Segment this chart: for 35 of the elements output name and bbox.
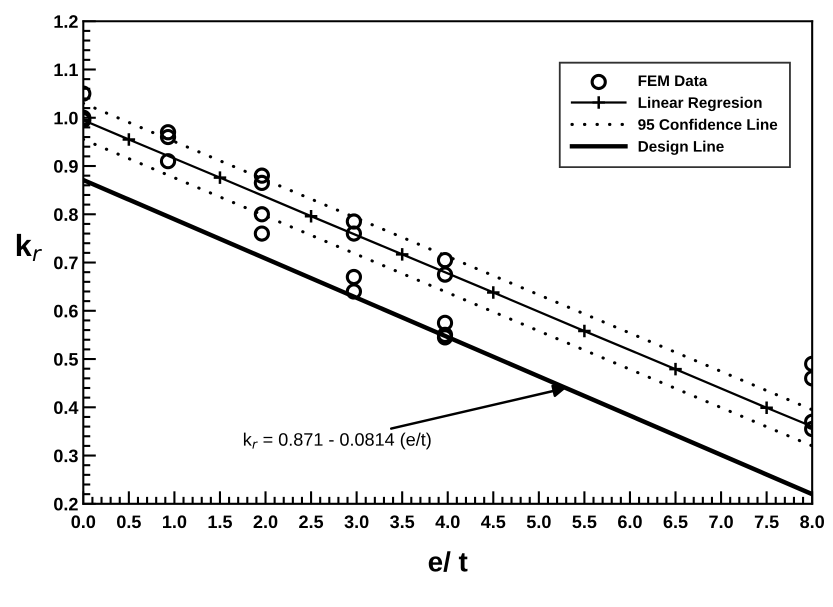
x-axis-title: e/ t [428, 551, 468, 572]
y-tick-label: 0.7 [54, 256, 78, 270]
y-tick-label: 1.0 [54, 112, 78, 124]
y-tick-label: 0.6 [54, 304, 78, 318]
legend-label: FEM Data [638, 75, 708, 86]
y-tick-label: 1.1 [54, 64, 78, 76]
y-tick-label: 0.4 [54, 401, 78, 414]
x-tick-label: 5.0 [526, 515, 551, 528]
y-tick-label: 0.8 [54, 208, 78, 221]
x-tick-label: 7.0 [709, 515, 733, 528]
y-axis-title: k$_{r}$ [16, 234, 42, 262]
legend-label: 95 Confidence Line [638, 118, 778, 130]
annotation: k$_{r}$ = 0.871 - 0.0814 (e/t) [244, 432, 431, 450]
x-tick-label: 5.5 [572, 516, 596, 528]
legend-label: Linear Regresion [638, 96, 762, 112]
x-tick-label: 7.5 [754, 516, 779, 528]
y-tick-label: 0.3 [54, 449, 78, 462]
x-tick-label: 6.0 [618, 515, 642, 528]
x-tick-label: 6.5 [664, 515, 688, 528]
x-tick-label: 4.5 [481, 516, 506, 528]
x-tick-label: 1.5 [208, 516, 232, 528]
y-tick-label: 1.2 [54, 15, 78, 28]
x-tick-label: 0.5 [117, 515, 141, 528]
x-tick-label: 4.0 [435, 515, 460, 528]
x-tick-label: 3.5 [390, 515, 414, 528]
legend-label: Design Line [638, 140, 724, 155]
x-tick-label: 0.0 [71, 515, 96, 528]
x-tick-label: 1.0 [163, 515, 186, 528]
y-tick-label: 0.2 [54, 498, 78, 511]
x-tick-label: 2.5 [299, 515, 324, 528]
y-tick-label: 0.5 [54, 352, 78, 366]
x-tick-label: 8.0 [800, 515, 824, 528]
y-tick-label: 0.9 [54, 160, 78, 173]
x-tick-label: 3.0 [344, 515, 368, 528]
x-tick-label: 2.0 [254, 515, 278, 528]
